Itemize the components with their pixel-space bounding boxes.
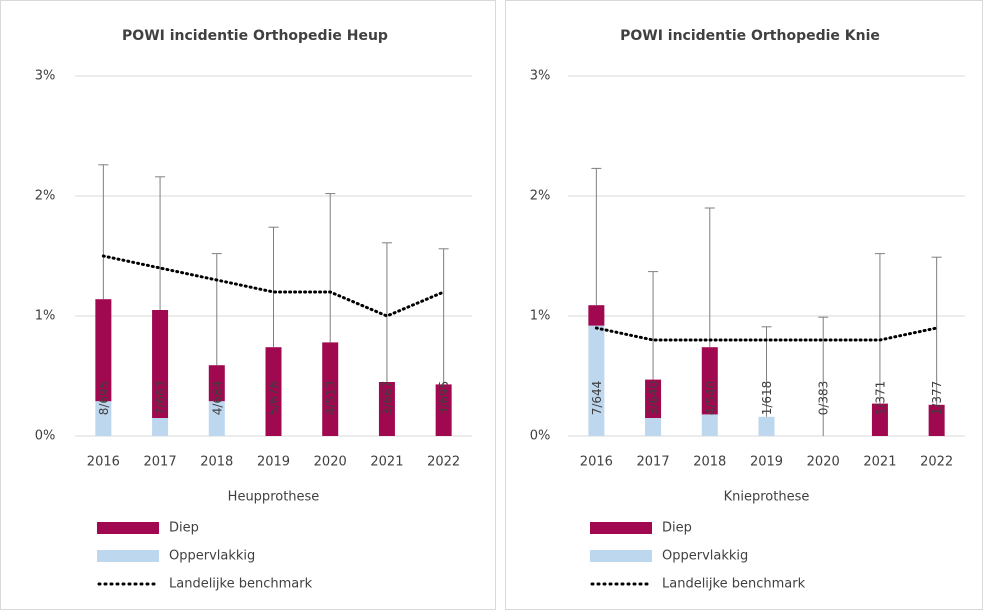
x-tick-label: 2022 [920, 455, 953, 470]
bar-segment [588, 325, 605, 436]
chart-title: POWI incidentie Orthopedie Knie [620, 28, 880, 44]
bar-segment [152, 418, 169, 436]
chart-title: POWI incidentie Orthopedie Heup [122, 28, 388, 44]
bar-segment [95, 401, 112, 436]
x-tick-label: 2016 [580, 455, 613, 470]
x-axis-title: Knieprothese [724, 490, 810, 505]
legend-label: Diep [662, 521, 692, 536]
x-tick-label: 2021 [863, 455, 896, 470]
legend-swatch [590, 550, 652, 562]
bar-segment [208, 401, 225, 436]
bar-label: 7/663 [154, 381, 168, 416]
y-tick-label: 1% [530, 309, 551, 324]
x-tick-label: 2019 [257, 455, 290, 470]
x-tick-label: 2016 [87, 455, 120, 470]
x-tick-label: 2018 [693, 455, 726, 470]
x-tick-label: 2017 [637, 455, 670, 470]
y-tick-label: 0% [35, 429, 56, 444]
legend-swatch [590, 522, 652, 534]
bar-segment [435, 384, 452, 436]
x-tick-label: 2017 [144, 455, 177, 470]
y-tick-label: 2% [35, 189, 56, 204]
legend-label: Oppervlakkig [169, 549, 255, 564]
bar-label: 4/513 [324, 381, 338, 416]
x-tick-label: 2018 [200, 455, 233, 470]
legend-label: Landelijke benchmark [662, 577, 806, 592]
bar-label: 4/684 [210, 381, 224, 416]
x-axis-title: Heupprothese [228, 490, 320, 505]
bar-label: 7/644 [590, 381, 604, 416]
bar-label: 3/640 [647, 381, 661, 416]
bar-segment [322, 342, 339, 436]
bar-segment [701, 347, 718, 415]
bar-segment [208, 365, 225, 402]
bar-segment [758, 416, 775, 436]
benchmark-line [594, 326, 939, 342]
bar-segment [645, 418, 662, 436]
bar-label: 1/377 [930, 381, 944, 416]
bar-label: 8/695 [97, 381, 111, 416]
legend-label: Landelijke benchmark [169, 577, 313, 592]
bar-segment [645, 379, 662, 418]
panel [505, 0, 983, 610]
panel [0, 0, 496, 610]
bar-label: 4/540 [703, 381, 717, 416]
bar-segment [152, 310, 169, 418]
legend-label: Diep [169, 521, 199, 536]
y-tick-label: 3% [530, 69, 551, 84]
bar-label: 3/695 [437, 381, 451, 416]
bar-segment [95, 299, 112, 402]
bar-label: 1/618 [760, 381, 774, 416]
bar-segment [701, 414, 718, 436]
legend-swatch [97, 522, 159, 534]
bar-label: 5/676 [267, 381, 281, 416]
x-tick-label: 2020 [314, 455, 347, 470]
y-tick-label: 1% [35, 309, 56, 324]
bar-segment [871, 403, 888, 436]
bar-label: 3/667 [380, 381, 394, 416]
bar-segment [588, 305, 605, 326]
legend-label: Oppervlakkig [662, 549, 748, 564]
bar-segment [265, 347, 282, 436]
bar-segment [378, 382, 395, 436]
x-tick-label: 2021 [370, 455, 403, 470]
x-tick-label: 2020 [807, 455, 840, 470]
y-tick-label: 3% [35, 69, 56, 84]
y-tick-label: 2% [530, 189, 551, 204]
legend-swatch [97, 550, 159, 562]
benchmark-line [101, 254, 446, 318]
bar-label: 1/371 [873, 381, 887, 416]
x-tick-label: 2019 [750, 455, 783, 470]
y-tick-label: 0% [530, 429, 551, 444]
x-tick-label: 2022 [427, 455, 460, 470]
bar-segment [928, 404, 945, 436]
bar-label: 0/383 [817, 381, 831, 416]
